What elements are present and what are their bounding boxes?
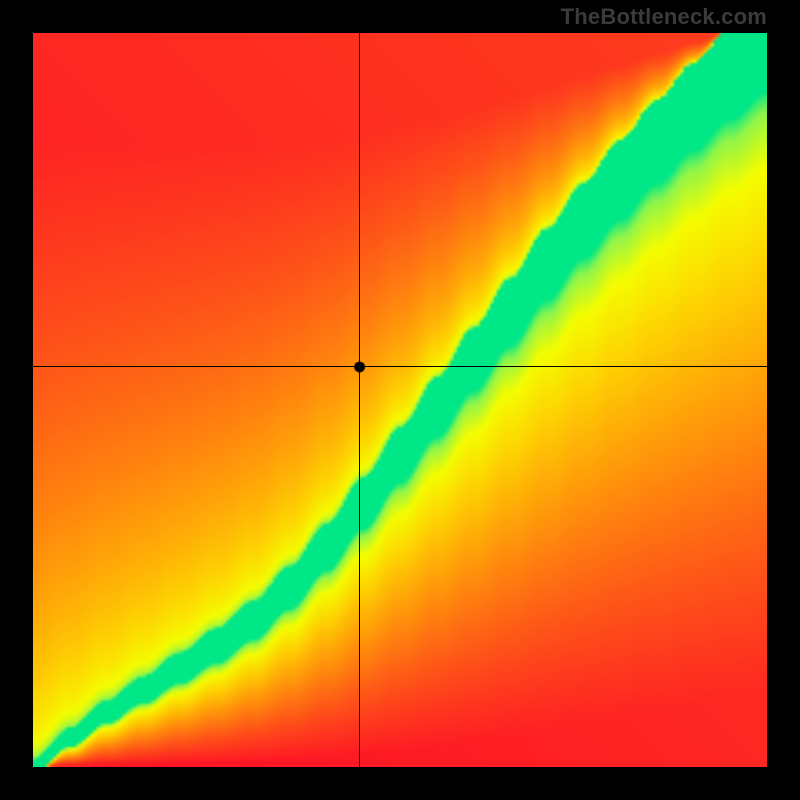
marker-canvas xyxy=(33,33,767,767)
watermark-text: TheBottleneck.com xyxy=(561,4,767,30)
crosshair-vertical xyxy=(359,0,360,800)
crosshair-horizontal xyxy=(0,366,800,367)
chart-container: TheBottleneck.com xyxy=(0,0,800,800)
